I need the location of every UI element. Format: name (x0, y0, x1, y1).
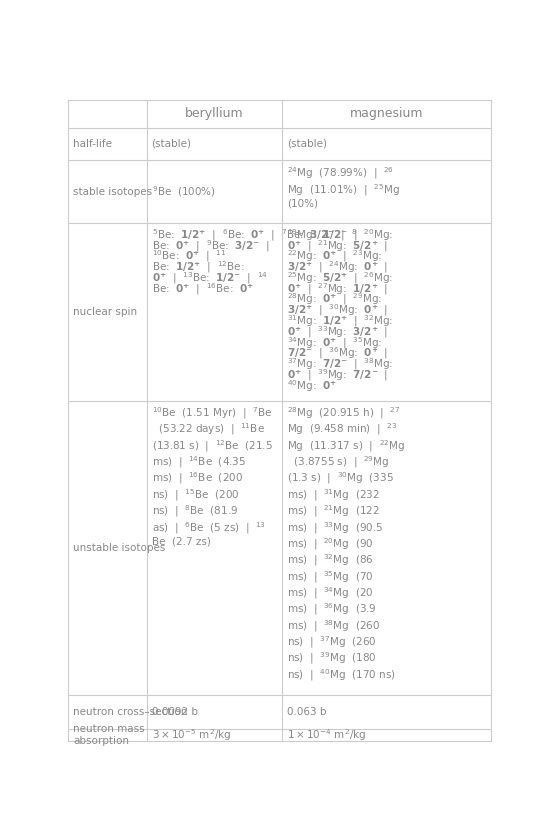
Text: $^{31}$Mg:  $\mathbf{1/2^{+}}$  |  $^{32}$Mg:: $^{31}$Mg: $\mathbf{1/2^{+}}$ | $^{32}$M… (287, 313, 393, 329)
Text: ms)  |  $^{32}$Mg  (86: ms) | $^{32}$Mg (86 (287, 552, 373, 568)
Text: $\mathbf{3/2^{+}}$  |  $^{30}$Mg:  $\mathbf{0^{+}}$  |: $\mathbf{3/2^{+}}$ | $^{30}$Mg: $\mathbf… (287, 302, 388, 318)
Text: $1\times10^{-4}$ m$^{2}$/kg: $1\times10^{-4}$ m$^{2}$/kg (287, 727, 366, 743)
Text: ms)  |  $^{33}$Mg  (90.5: ms) | $^{33}$Mg (90.5 (287, 520, 383, 536)
Text: (1.3 s)  |  $^{30}$Mg  (335: (1.3 s) | $^{30}$Mg (335 (287, 471, 394, 486)
Text: $^{10}$Be  (1.51 Myr)  |  $^{7}$Be: $^{10}$Be (1.51 Myr) | $^{7}$Be (152, 406, 272, 421)
Text: neutron mass
absorption: neutron mass absorption (73, 724, 145, 746)
Text: $^{25}$Mg:  $\mathbf{5/2^{+}}$  |  $^{26}$Mg:: $^{25}$Mg: $\mathbf{5/2^{+}}$ | $^{26}$M… (287, 270, 393, 286)
Text: ns)  |  $^{40}$Mg  (170 ns): ns) | $^{40}$Mg (170 ns) (287, 667, 396, 683)
Text: beryllium: beryllium (185, 107, 244, 120)
Text: ms)  |  $^{16}$Be  (200: ms) | $^{16}$Be (200 (152, 471, 243, 486)
Text: ns)  |  $^{8}$Be  (81.9: ns) | $^{8}$Be (81.9 (152, 503, 238, 519)
Text: (13.81 s)  |  $^{12}$Be  (21.5: (13.81 s) | $^{12}$Be (21.5 (152, 438, 272, 454)
Text: (53.22 days)  |  $^{11}$Be: (53.22 days) | $^{11}$Be (152, 421, 264, 437)
Text: ms)  |  $^{14}$Be  (4.35: ms) | $^{14}$Be (4.35 (152, 454, 246, 470)
Text: $^{34}$Mg:  $\mathbf{0^{+}}$  |  $^{35}$Mg:: $^{34}$Mg: $\mathbf{0^{+}}$ | $^{35}$Mg: (287, 335, 382, 351)
Text: Be:  $\mathbf{0^{+}}$  |  $^{9}$Be:  $\mathbf{3/2^{-}}$  |: Be: $\mathbf{0^{+}}$ | $^{9}$Be: $\mathb… (152, 237, 270, 253)
Text: stable isotopes: stable isotopes (73, 187, 152, 197)
Text: ms)  |  $^{20}$Mg  (90: ms) | $^{20}$Mg (90 (287, 536, 373, 552)
Text: (stable): (stable) (152, 139, 192, 149)
Text: unstable isotopes: unstable isotopes (73, 543, 165, 553)
Text: $^{37}$Mg:  $\mathbf{7/2^{-}}$  |  $^{38}$Mg:: $^{37}$Mg: $\mathbf{7/2^{-}}$ | $^{38}$M… (287, 357, 393, 372)
Text: $\mathbf{0^{+}}$  |  $^{33}$Mg:  $\mathbf{3/2^{+}}$  |: $\mathbf{0^{+}}$ | $^{33}$Mg: $\mathbf{3… (287, 324, 388, 340)
Text: ms)  |  $^{31}$Mg  (232: ms) | $^{31}$Mg (232 (287, 487, 380, 503)
Text: $^{19}$Mg:  $\mathbf{1/2^{-}}$  |  $^{20}$Mg:: $^{19}$Mg: $\mathbf{1/2^{-}}$ | $^{20}$M… (287, 227, 393, 242)
Text: Be  (2.7 zs): Be (2.7 zs) (152, 536, 211, 546)
Text: $\mathbf{0^{+}}$  |  $^{39}$Mg:  $\mathbf{7/2^{-}}$  |: $\mathbf{0^{+}}$ | $^{39}$Mg: $\mathbf{7… (287, 367, 388, 383)
Text: $\mathbf{0^{+}}$  |  $^{13}$Be:  $\mathbf{1/2^{-}}$  |  $^{14}$: $\mathbf{0^{+}}$ | $^{13}$Be: $\mathbf{1… (152, 270, 268, 286)
Text: ms)  |  $^{38}$Mg  (260: ms) | $^{38}$Mg (260 (287, 618, 380, 634)
Text: (3.8755 s)  |  $^{29}$Mg: (3.8755 s) | $^{29}$Mg (287, 454, 389, 470)
Text: 0.063 b: 0.063 b (287, 706, 327, 716)
Text: Be:  $\mathbf{1/2^{+}}$  |  $^{12}$Be:: Be: $\mathbf{1/2^{+}}$ | $^{12}$Be: (152, 259, 244, 275)
Text: ms)  |  $^{36}$Mg  (3.9: ms) | $^{36}$Mg (3.9 (287, 601, 377, 617)
Text: ms)  |  $^{34}$Mg  (20: ms) | $^{34}$Mg (20 (287, 586, 373, 601)
Text: ns)  |  $^{15}$Be  (200: ns) | $^{15}$Be (200 (152, 487, 239, 503)
Text: Mg  (11.317 s)  |  $^{22}$Mg: Mg (11.317 s) | $^{22}$Mg (287, 438, 405, 454)
Text: (stable): (stable) (287, 139, 327, 149)
Text: half-life: half-life (73, 139, 112, 149)
Text: neutron cross–section: neutron cross–section (73, 706, 188, 716)
Text: $^{40}$Mg:  $\mathbf{0^{+}}$: $^{40}$Mg: $\mathbf{0^{+}}$ (287, 378, 337, 394)
Text: Be:  $\mathbf{0^{+}}$  |  $^{16}$Be:  $\mathbf{0^{+}}$: Be: $\mathbf{0^{+}}$ | $^{16}$Be: $\math… (152, 281, 253, 297)
Text: Mg  (11.01%)  |  $^{25}$Mg: Mg (11.01%) | $^{25}$Mg (287, 182, 400, 198)
Text: 0.0092 b: 0.0092 b (152, 706, 198, 716)
Text: $3\times10^{-5}$ m$^{2}$/kg: $3\times10^{-5}$ m$^{2}$/kg (152, 727, 231, 743)
Text: nuclear spin: nuclear spin (73, 307, 138, 317)
Text: $^{5}$Be:  $\mathbf{1/2^{+}}$  |  $^{6}$Be:  $\mathbf{0^{+}}$  |  $^{7}$Be:  $\m: $^{5}$Be: $\mathbf{1/2^{+}}$ | $^{6}$Be:… (152, 227, 357, 242)
Text: $^{9}$Be  (100%): $^{9}$Be (100%) (152, 184, 216, 199)
Text: (10%): (10%) (287, 199, 318, 209)
Text: $^{24}$Mg  (78.99%)  |  $^{26}$: $^{24}$Mg (78.99%) | $^{26}$ (287, 166, 394, 182)
Text: $^{10}$Be:  $\mathbf{0^{+}}$  |  $^{11}$: $^{10}$Be: $\mathbf{0^{+}}$ | $^{11}$ (152, 248, 226, 264)
Text: ms)  |  $^{21}$Mg  (122: ms) | $^{21}$Mg (122 (287, 503, 380, 519)
Text: $^{22}$Mg:  $\mathbf{0^{+}}$  |  $^{23}$Mg:: $^{22}$Mg: $\mathbf{0^{+}}$ | $^{23}$Mg: (287, 248, 382, 264)
Text: ns)  |  $^{37}$Mg  (260: ns) | $^{37}$Mg (260 (287, 634, 377, 650)
Text: as)  |  $^{6}$Be  (5 zs)  |  $^{13}$: as) | $^{6}$Be (5 zs) | $^{13}$ (152, 520, 265, 536)
Text: Mg  (9.458 min)  |  $^{23}$: Mg (9.458 min) | $^{23}$ (287, 421, 397, 437)
Text: $\mathbf{0^{+}}$  |  $^{21}$Mg:  $\mathbf{5/2^{+}}$  |: $\mathbf{0^{+}}$ | $^{21}$Mg: $\mathbf{5… (287, 237, 388, 253)
Text: $\mathbf{3/2^{+}}$  |  $^{24}$Mg:  $\mathbf{0^{+}}$  |: $\mathbf{3/2^{+}}$ | $^{24}$Mg: $\mathbf… (287, 259, 388, 275)
Text: ns)  |  $^{39}$Mg  (180: ns) | $^{39}$Mg (180 (287, 651, 377, 666)
Text: $^{28}$Mg:  $\mathbf{0^{+}}$  |  $^{29}$Mg:: $^{28}$Mg: $\mathbf{0^{+}}$ | $^{29}$Mg: (287, 292, 382, 307)
Text: ms)  |  $^{35}$Mg  (70: ms) | $^{35}$Mg (70 (287, 569, 373, 585)
Text: $\mathbf{7/2^{-}}$  |  $^{36}$Mg:  $\mathbf{0^{+}}$  |: $\mathbf{7/2^{-}}$ | $^{36}$Mg: $\mathbf… (287, 346, 388, 362)
Text: $^{28}$Mg  (20.915 h)  |  $^{27}$: $^{28}$Mg (20.915 h) | $^{27}$ (287, 406, 400, 421)
Text: magnesium: magnesium (350, 107, 423, 120)
Text: $\mathbf{0^{+}}$  |  $^{27}$Mg:  $\mathbf{1/2^{+}}$  |: $\mathbf{0^{+}}$ | $^{27}$Mg: $\mathbf{1… (287, 281, 388, 297)
